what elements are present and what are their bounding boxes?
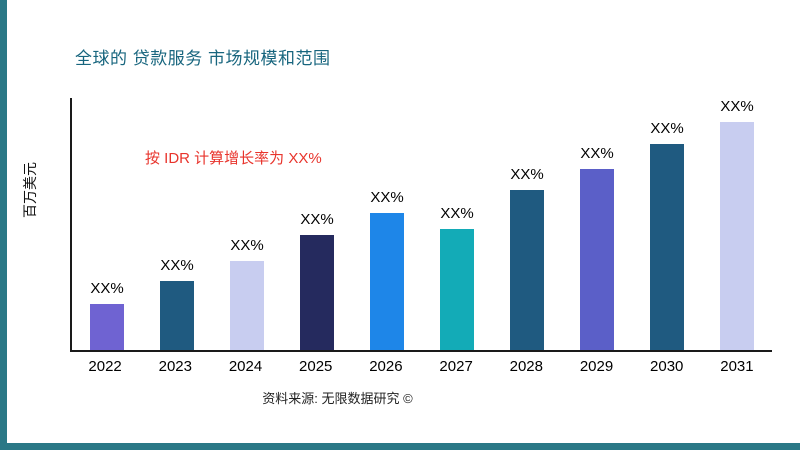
bar-slot-2023: XX% xyxy=(142,98,212,350)
x-tick-2022: 2022 xyxy=(88,358,122,375)
x-tick-2026: 2026 xyxy=(369,358,403,375)
bar-slot-2024: XX% xyxy=(212,98,282,350)
bar-value-label: XX% xyxy=(300,211,334,229)
bar-value-label: XX% xyxy=(160,257,194,275)
bar-value-label: XX% xyxy=(580,145,614,163)
bar-slot-2027: XX% xyxy=(422,98,492,350)
bar-slot-2025: XX% xyxy=(282,98,352,350)
x-tick-2031: 2031 xyxy=(720,358,754,375)
bar-2023 xyxy=(160,281,194,350)
x-tick-2029: 2029 xyxy=(579,358,614,375)
frame-bottom-border xyxy=(0,443,800,450)
bar-value-label: XX% xyxy=(230,236,264,254)
bar-2028 xyxy=(510,189,544,350)
x-tick-2025: 2025 xyxy=(299,358,333,375)
frame-left-border xyxy=(0,0,7,450)
source-caption: 资料来源: 无限数据研究 © xyxy=(262,391,413,406)
x-tick-2030: 2030 xyxy=(650,358,684,375)
bar-2024 xyxy=(230,260,264,350)
x-axis-ticks: 2022 2023 2024 2025 2026 2027 2028 2029 2030 2031 xyxy=(70,358,772,375)
x-tick-2023: 2023 xyxy=(158,358,192,375)
x-tick-2027: 2027 xyxy=(439,358,473,375)
bar-2027 xyxy=(440,228,474,350)
bar-slot-2029: XX% xyxy=(562,98,632,350)
bar-value-label: XX% xyxy=(370,188,404,206)
chart-title: 全球的 贷款服务 市场规模和范围 xyxy=(75,49,331,68)
plot-area: XX% XX% XX% XX% XX% XX% XX% XX% XX% XX% xyxy=(70,98,772,352)
x-tick-2024: 2024 xyxy=(228,358,263,375)
bar-slot-2030: XX% xyxy=(632,98,702,350)
bar-2030 xyxy=(650,143,684,350)
bar-slot-2031: XX% xyxy=(702,98,772,350)
bar-2026 xyxy=(370,212,404,350)
bar-2029 xyxy=(580,169,614,350)
bar-value-label: XX% xyxy=(510,165,544,183)
y-axis-label: 百万美元 xyxy=(22,162,38,218)
bar-2025 xyxy=(300,235,334,350)
x-tick-2028: 2028 xyxy=(509,358,543,375)
bar-value-label: XX% xyxy=(650,119,684,137)
bar-2031 xyxy=(720,122,754,350)
bar-value-label: XX% xyxy=(720,98,754,115)
bar-2022 xyxy=(90,304,124,350)
bar-value-label: XX% xyxy=(440,204,474,222)
bar-slot-2022: XX% xyxy=(72,98,142,350)
bar-slot-2026: XX% xyxy=(352,98,422,350)
bar-value-label: XX% xyxy=(90,280,124,298)
bars-container: XX% XX% XX% XX% XX% XX% XX% XX% XX% XX% xyxy=(72,98,772,350)
growth-annotation: 按 IDR 计算增长率为 XX% xyxy=(145,150,322,167)
bar-slot-2028: XX% xyxy=(492,98,562,350)
